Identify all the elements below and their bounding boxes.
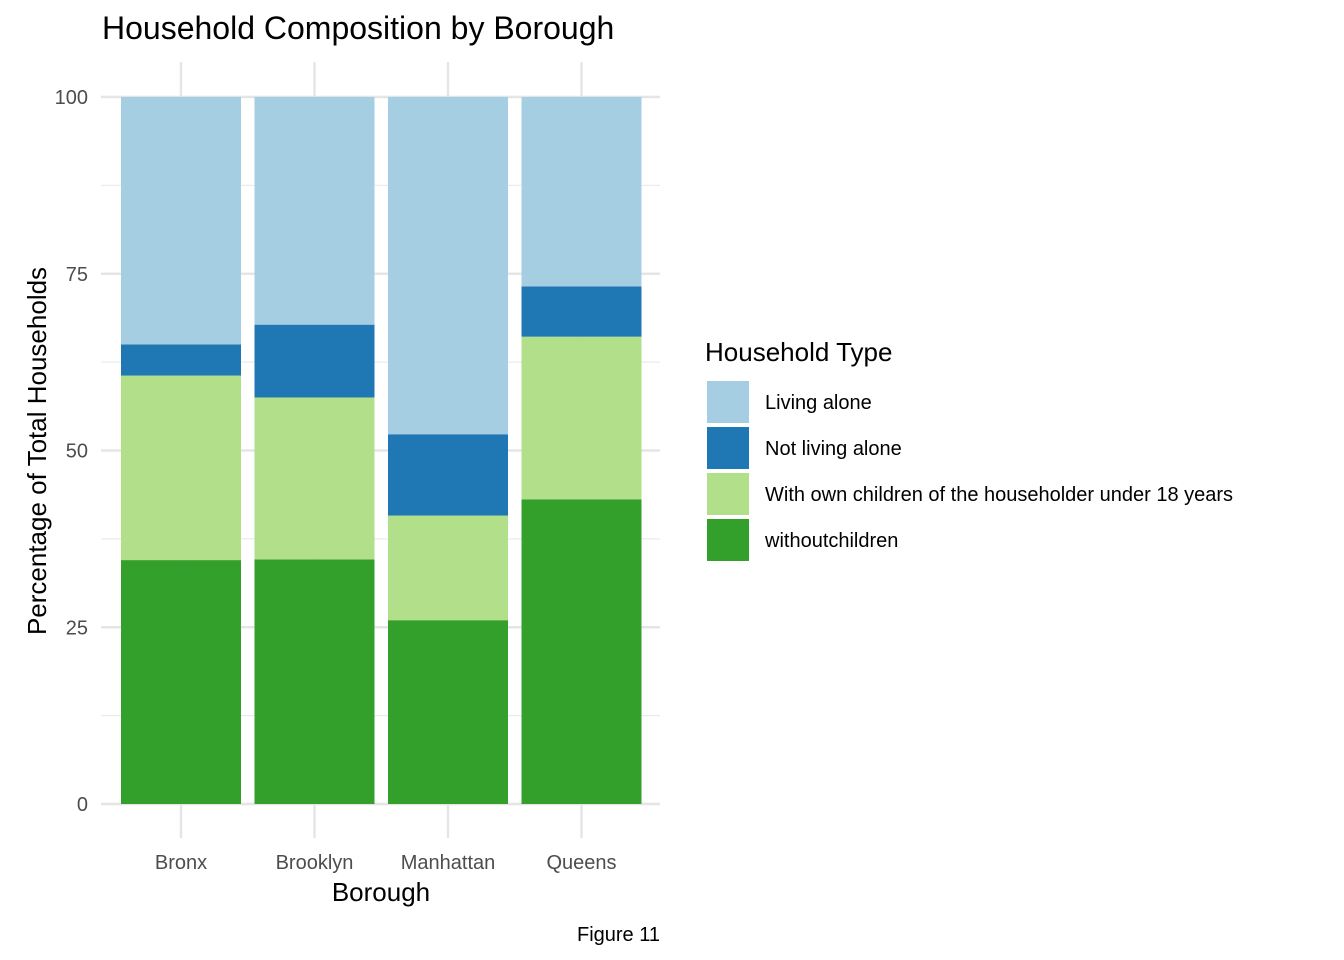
bar-segment-manhattan-withoutchildren bbox=[388, 620, 508, 804]
x-axis-title: Borough bbox=[332, 877, 430, 907]
bar-segment-bronx-withoutchildren bbox=[121, 560, 241, 804]
y-axis-title: Percentage of Total Households bbox=[22, 267, 52, 635]
x-tick-label: Queens bbox=[546, 852, 616, 874]
legend: Household Type Living alone Not living al… bbox=[705, 337, 1233, 561]
bar-segment-queens-with-own-children-of-the-householder-under-18-years bbox=[521, 336, 642, 500]
bar-segment-bronx-with-own-children-of-the-householder-under-18-years bbox=[121, 375, 241, 561]
legend-label: Living alone bbox=[765, 392, 872, 414]
chart-title: Household Composition by Borough bbox=[102, 10, 614, 46]
bar-segment-brooklyn-with-own-children-of-the-householder-under-18-years bbox=[254, 397, 375, 560]
x-tick-label: Bronx bbox=[155, 852, 207, 874]
x-tick-label: Manhattan bbox=[401, 852, 496, 874]
x-axis-ticks: Bronx Brooklyn Manhattan Queens bbox=[155, 852, 617, 874]
bar-segment-brooklyn-not-living-alone bbox=[254, 324, 375, 398]
bar-segment-bronx-not-living-alone bbox=[121, 344, 241, 376]
legend-label: Not living alone bbox=[765, 438, 902, 460]
legend-title: Household Type bbox=[705, 337, 892, 367]
legend-key bbox=[707, 381, 749, 423]
bar-segment-queens-living-alone bbox=[521, 97, 642, 287]
bar-segment-manhattan-with-own-children-of-the-householder-under-18-years bbox=[388, 515, 508, 621]
x-tick-label: Brooklyn bbox=[276, 852, 354, 874]
y-axis-ticks: 0 25 50 75 100 bbox=[55, 87, 88, 816]
bar-segment-manhattan-not-living-alone bbox=[388, 434, 508, 516]
y-tick-label: 25 bbox=[66, 617, 88, 639]
y-tick-label: 50 bbox=[66, 441, 88, 463]
legend-key bbox=[707, 519, 749, 561]
bar-segment-brooklyn-living-alone bbox=[254, 97, 375, 325]
y-tick-label: 0 bbox=[77, 794, 88, 816]
legend-label: withoutchildren bbox=[764, 530, 898, 552]
legend-label: With own children of the householder und… bbox=[765, 484, 1233, 506]
legend-key bbox=[707, 427, 749, 469]
y-tick-label: 75 bbox=[66, 264, 88, 286]
figure-caption: Figure 11 bbox=[577, 924, 660, 946]
bars bbox=[121, 97, 642, 804]
bar-segment-queens-not-living-alone bbox=[521, 286, 642, 337]
bar-segment-bronx-living-alone bbox=[121, 97, 241, 345]
bar-segment-manhattan-living-alone bbox=[388, 97, 508, 435]
bar-segment-queens-withoutchildren bbox=[521, 499, 642, 804]
y-tick-label: 100 bbox=[55, 87, 88, 109]
legend-key bbox=[707, 473, 749, 515]
bar-segment-brooklyn-withoutchildren bbox=[254, 559, 375, 804]
